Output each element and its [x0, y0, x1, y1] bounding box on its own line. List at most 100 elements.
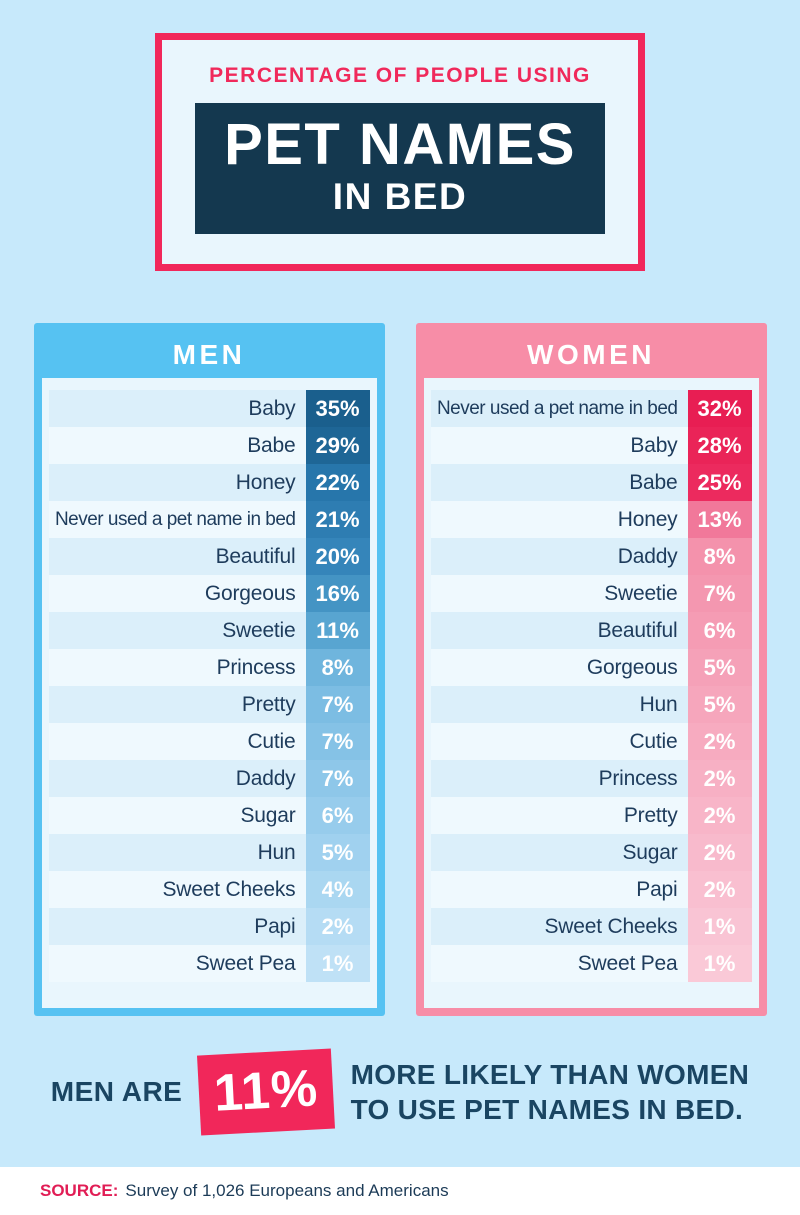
table-row: Princess 2%: [430, 760, 752, 798]
percent-value: 5%: [687, 649, 752, 687]
table-row: Honey 13%: [430, 501, 752, 539]
percent-value: 6%: [687, 612, 752, 650]
men-panel-body: Baby 35% Babe 29% Honey 22% Never used a pet n…: [41, 378, 377, 1009]
table-row: Sweet Cheeks 4%: [48, 871, 370, 909]
pet-name-label: Sweet Cheeks: [162, 877, 296, 901]
percent-value: 5%: [305, 834, 370, 872]
pet-name-label: Princess: [598, 766, 678, 790]
pet-name-label: Baby: [630, 433, 678, 457]
percent-value: 13%: [687, 501, 752, 539]
table-row: Gorgeous 16%: [48, 575, 370, 613]
women-panel: WOMEN Never used a pet name in bed 32% Bab…: [415, 323, 767, 1017]
percent-value: 8%: [687, 538, 752, 576]
table-row: Sugar 2%: [430, 834, 752, 872]
percent-value: 1%: [687, 945, 752, 983]
pet-name-label: Sweet Cheeks: [544, 914, 678, 938]
percent-value: 7%: [687, 575, 752, 613]
callout-suffix: MORE LIKELY THAN WOMEN TO USE PET NAMES …: [351, 1057, 750, 1127]
table-row: Princess 8%: [48, 649, 370, 687]
title-eyebrow: PERCENTAGE OF PEOPLE USING: [209, 64, 591, 87]
table-row: Gorgeous 5%: [430, 649, 752, 687]
percent-value: 11%: [305, 612, 370, 650]
columns-container: MEN Baby 35% Babe 29% Honey 22% Never used a p…: [0, 323, 800, 1017]
pet-name-label: Sweetie: [222, 618, 296, 642]
table-row: Sugar 6%: [48, 797, 370, 835]
percent-value: 2%: [687, 760, 752, 798]
percent-value: 6%: [305, 797, 370, 835]
table-row: Never used a pet name in bed 21%: [48, 501, 370, 539]
title-box: PERCENTAGE OF PEOPLE USING PET NAMES IN …: [155, 33, 645, 272]
percent-value: 22%: [305, 464, 370, 502]
title-banner: PET NAMES IN BED: [195, 103, 605, 235]
percent-value: 16%: [305, 575, 370, 613]
percent-value: 4%: [305, 871, 370, 909]
pet-name-label: Sweetie: [604, 581, 678, 605]
table-row: Sweet Cheeks 1%: [430, 908, 752, 946]
table-row: Sweet Pea 1%: [48, 945, 370, 983]
pet-name-label: Cutie: [247, 729, 296, 753]
percent-value: 21%: [305, 501, 370, 539]
pet-name-label: Princess: [216, 655, 296, 679]
table-row: Daddy 8%: [430, 538, 752, 576]
source-footer: SOURCE: Survey of 1,026 Europeans and Am…: [0, 1167, 800, 1215]
callout-suffix-line1: MORE LIKELY THAN WOMEN: [350, 1059, 750, 1091]
table-row: Never used a pet name in bed 32%: [430, 390, 752, 428]
pet-name-label: Hun: [639, 692, 678, 716]
pet-name-label: Beautiful: [215, 544, 296, 568]
percent-value: 2%: [687, 871, 752, 909]
table-row: Beautiful 6%: [430, 612, 752, 650]
pet-name-label: Babe: [629, 470, 678, 494]
table-row: Daddy 7%: [48, 760, 370, 798]
pet-name-label: Beautiful: [597, 618, 678, 642]
table-row: Babe 29%: [48, 427, 370, 465]
men-rows: Baby 35% Babe 29% Honey 22% Never used a pet n…: [48, 390, 370, 983]
table-row: Cutie 2%: [430, 723, 752, 761]
table-row: Cutie 7%: [48, 723, 370, 761]
women-panel-title: WOMEN: [527, 338, 655, 370]
men-panel: MEN Baby 35% Babe 29% Honey 22% Never used a p…: [33, 323, 385, 1017]
pet-name-label: Honey: [617, 507, 678, 531]
table-row: Pretty 7%: [48, 686, 370, 724]
percent-value: 25%: [687, 464, 752, 502]
pet-name-label: Gorgeous: [586, 655, 678, 679]
percent-value: 7%: [305, 760, 370, 798]
pet-name-label: Daddy: [617, 544, 678, 568]
table-row: Honey 22%: [48, 464, 370, 502]
pet-name-label: Gorgeous: [204, 581, 296, 605]
percent-value: 7%: [305, 686, 370, 724]
page-subtitle: IN BED: [332, 176, 468, 218]
percent-value: 20%: [305, 538, 370, 576]
table-row: Hun 5%: [48, 834, 370, 872]
callout-suffix-line2: TO USE PET NAMES IN BED.: [350, 1094, 744, 1126]
table-row: Sweet Pea 1%: [430, 945, 752, 983]
percent-value: 28%: [687, 427, 752, 465]
percent-value: 1%: [305, 945, 370, 983]
pet-name-label: Never used a pet name in bed: [54, 508, 296, 530]
pet-name-label: Sugar: [240, 803, 296, 827]
percent-value: 8%: [305, 649, 370, 687]
percent-value: 2%: [305, 908, 370, 946]
pet-name-label: Hun: [257, 840, 296, 864]
table-row: Sweetie 7%: [430, 575, 752, 613]
percent-value: 29%: [305, 427, 370, 465]
women-rows: Never used a pet name in bed 32% Baby 28% Ba…: [430, 390, 752, 983]
table-row: Sweetie 11%: [48, 612, 370, 650]
source-label: SOURCE:: [40, 1181, 119, 1200]
women-panel-body: Never used a pet name in bed 32% Baby 28% Ba…: [423, 378, 759, 1009]
source-text: Survey of 1,026 Europeans and Americans: [125, 1181, 449, 1200]
pet-name-label: Daddy: [235, 766, 296, 790]
pet-name-label: Sugar: [622, 840, 678, 864]
pet-name-label: Babe: [247, 433, 296, 457]
percent-value: 1%: [687, 908, 752, 946]
percent-value: 2%: [687, 797, 752, 835]
pet-name-label: Honey: [235, 470, 296, 494]
table-row: Beautiful 20%: [48, 538, 370, 576]
percent-value: 35%: [305, 390, 370, 428]
page-title: PET NAMES: [224, 112, 576, 177]
percent-value: 2%: [687, 834, 752, 872]
pet-name-label: Sweet Pea: [195, 951, 296, 975]
men-panel-title: MEN: [172, 338, 246, 370]
percent-value: 2%: [687, 723, 752, 761]
table-row: Pretty 2%: [430, 797, 752, 835]
pet-name-label: Sweet Pea: [577, 951, 678, 975]
